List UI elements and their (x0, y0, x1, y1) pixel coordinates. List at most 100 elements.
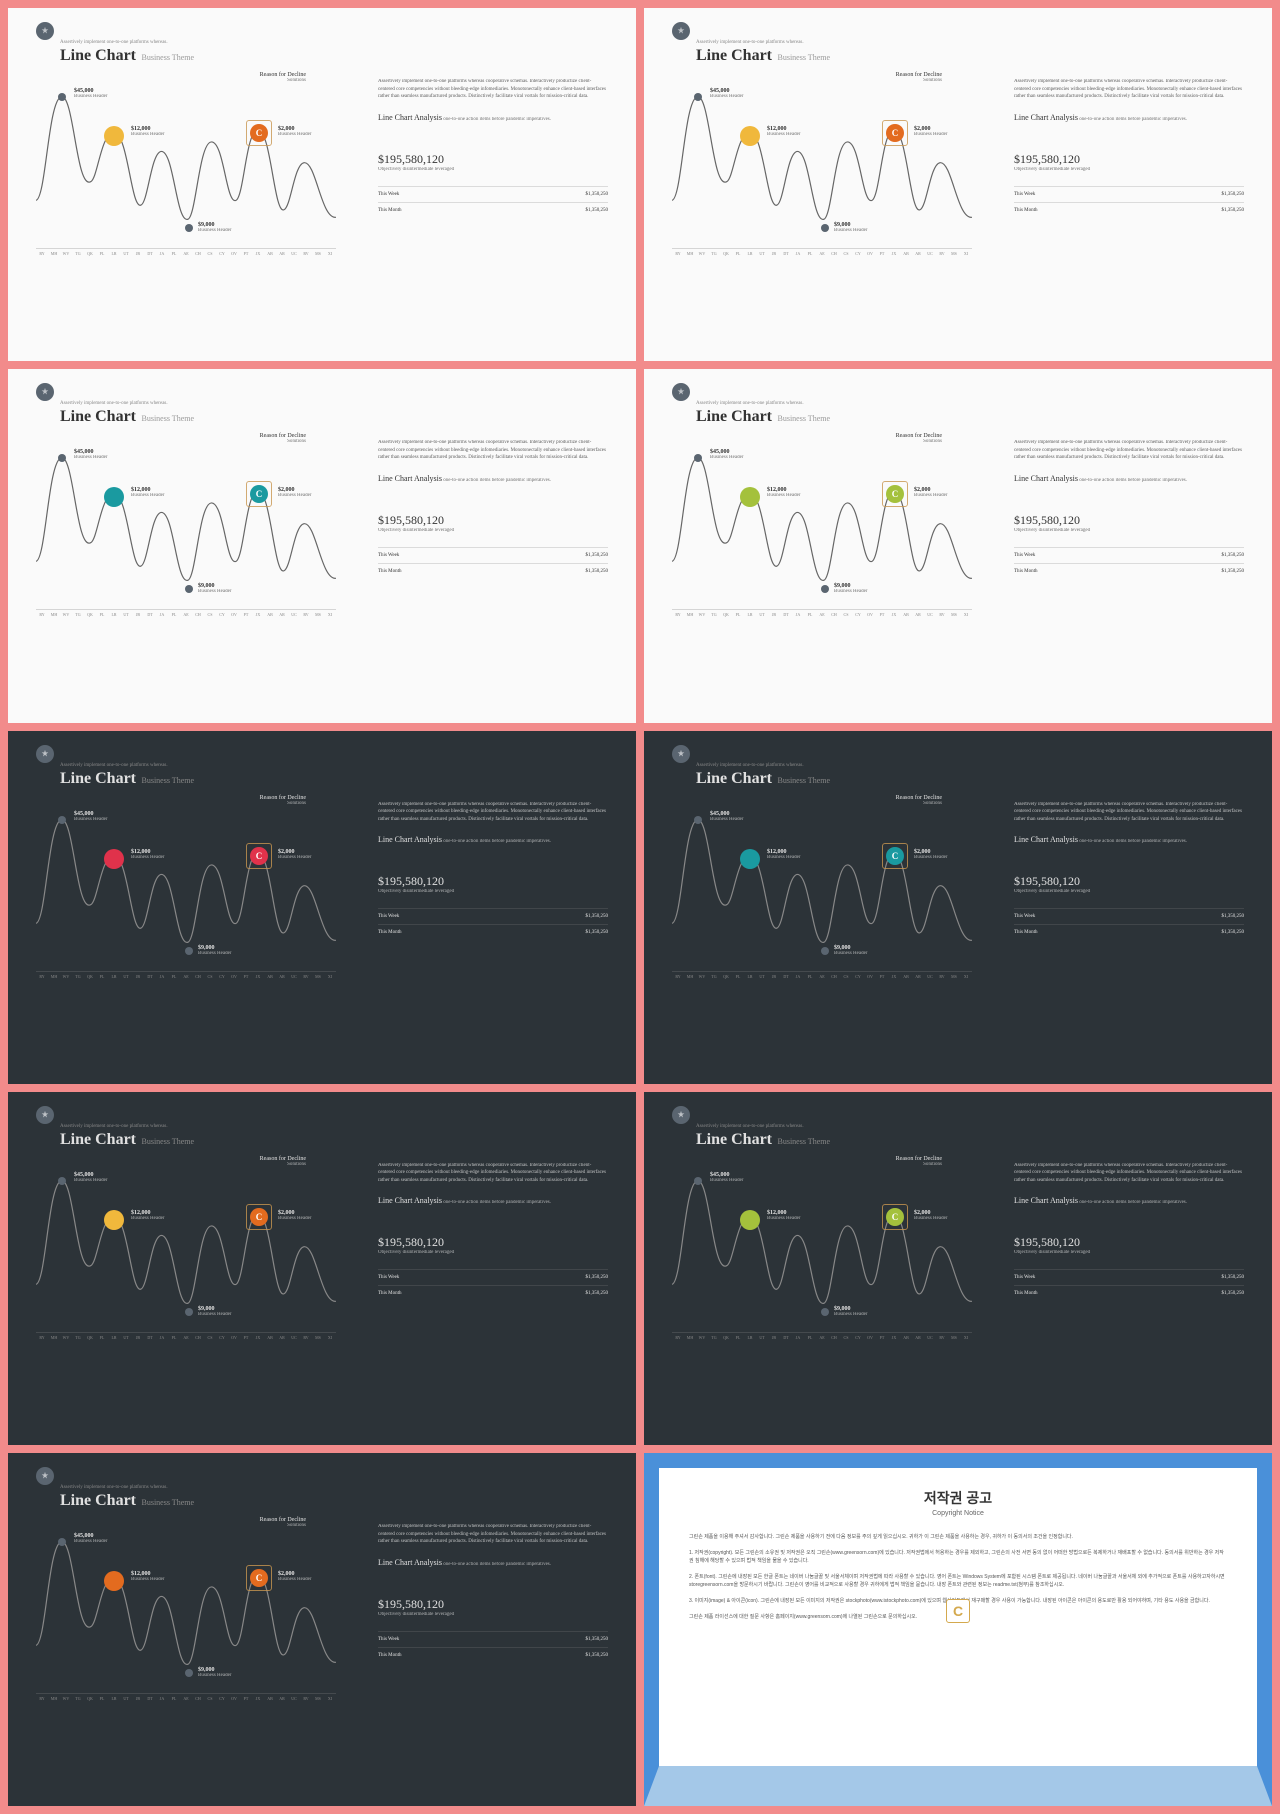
pretitle: Assertively implement one-to-one platfor… (60, 401, 608, 406)
chart-node (58, 93, 66, 101)
callout-4: $2,000Business Header (278, 849, 311, 860)
logo-icon (672, 745, 690, 763)
big-sub: Objectively disintermediate leveraged (1014, 889, 1244, 894)
description: Assertively implement one-to-one platfor… (1014, 78, 1244, 101)
slide: Assertively implement one-to-one platfor… (8, 1453, 636, 1806)
chart-node (821, 1308, 829, 1316)
big-value: $195,580,120 (378, 874, 608, 889)
chart-marker-1 (740, 849, 760, 869)
description: Assertively implement one-to-one platfor… (378, 439, 608, 462)
description: Assertively implement one-to-one platfor… (1014, 1162, 1244, 1185)
chart-marker-2: C (246, 120, 272, 146)
description: Assertively implement one-to-one platfor… (378, 1162, 608, 1185)
slide-subtitle: Business Theme (142, 53, 195, 62)
x-axis: RYMHWVTGQKPLLRUTJBDTJAPLAECHCSCYOVPTJXAB… (672, 971, 972, 979)
slide: Assertively implement one-to-one platfor… (644, 369, 1272, 722)
stat-row: This Week$1,350,250 (378, 1631, 608, 1647)
analysis-sub: one-to-one action items before pandemic … (1079, 1200, 1187, 1205)
slide-header: Assertively implement one-to-one platfor… (36, 1467, 608, 1510)
reason-heading: Reason for Decline Solutions (260, 72, 306, 83)
analysis-title: Line Chart Analysis (378, 835, 442, 844)
chart-node (694, 93, 702, 101)
x-axis: RYMHWVTGQKPLLRUTJBDTJAPLAECHCSCYOVPTJXAB… (672, 609, 972, 617)
line-chart: RYMHWVTGQKPLLRUTJBDTJAPLAECHCSCYOVPTJXAB… (672, 1162, 972, 1362)
analysis-sub: one-to-one action items before pandemic … (1079, 117, 1187, 122)
callout-1: $45,000Business Header (710, 449, 743, 460)
reason-heading: Reason for Decline Solutions (260, 433, 306, 444)
side-panel: Assertively implement one-to-one platfor… (378, 1162, 608, 1302)
stat-row: This Month$1,350,250 (378, 1285, 608, 1301)
side-panel: Assertively implement one-to-one platfor… (378, 78, 608, 218)
reason-heading: Reason for Decline Solutions (896, 72, 942, 83)
notice-paragraph: 2. 폰트(font). 그린손에 내장된 모든 한글 폰트는 네이버 나눔글꼴… (689, 1573, 1227, 1589)
line-chart: RYMHWVTGQKPLLRUTJBDTJAPLAECHCSCYOVPTJXAB… (36, 78, 336, 278)
logo-icon (672, 1106, 690, 1124)
stat-row: This Week$1,350,250 (378, 547, 608, 563)
chart-node (58, 1538, 66, 1546)
chart-node (694, 1177, 702, 1185)
callout-1: $45,000Business Header (710, 1172, 743, 1183)
copyright-notice-slide: 저작권 공고 Copyright Notice 그린손 제품을 이용해 주셔서 … (644, 1453, 1272, 1806)
notice-paragraph: 그린손 제품을 이용해 주셔서 감사합니다. 그린손 제품을 사용하기 전에 다… (689, 1533, 1227, 1541)
analysis-sub: one-to-one action items before pandemic … (1079, 839, 1187, 844)
chart-node (58, 816, 66, 824)
callout-1: $45,000Business Header (710, 88, 743, 99)
analysis-title: Line Chart Analysis (378, 1196, 442, 1205)
x-axis: RYMHWVTGQKPLLRUTJBDTJAPLAECHCSCYOVPTJXAB… (672, 248, 972, 256)
x-axis: RYMHWVTGQKPLLRUTJBDTJAPLAECHCSCYOVPTJXAB… (36, 248, 336, 256)
slide-title: Line Chart (60, 408, 136, 425)
stat-row: This Week$1,350,250 (1014, 1269, 1244, 1285)
stat-row: This Month$1,350,250 (1014, 202, 1244, 218)
callout-4: $2,000Business Header (278, 126, 311, 137)
reason-heading: Reason for Decline Solutions (260, 795, 306, 806)
analysis-sub: one-to-one action items before pandemic … (1079, 478, 1187, 483)
slide-title: Line Chart (696, 408, 772, 425)
description: Assertively implement one-to-one platfor… (378, 78, 608, 101)
big-sub: Objectively disintermediate leveraged (378, 1250, 608, 1255)
pretitle: Assertively implement one-to-one platfor… (696, 763, 1244, 768)
analysis-sub: one-to-one action items before pandemic … (443, 117, 551, 122)
stat-row: This Month$1,350,250 (378, 924, 608, 940)
callout-3: $9,000Business Header (198, 1667, 231, 1678)
slide-title: Line Chart (60, 47, 136, 64)
big-sub: Objectively disintermediate leveraged (1014, 528, 1244, 533)
logo-icon (672, 22, 690, 40)
description: Assertively implement one-to-one platfor… (1014, 801, 1244, 824)
callout-1: $45,000Business Header (74, 1533, 107, 1544)
line-chart: RYMHWVTGQKPLLRUTJBDTJAPLAECHCSCYOVPTJXAB… (672, 801, 972, 1001)
analysis-sub: one-to-one action items before pandemic … (443, 839, 551, 844)
slide-header: Assertively implement one-to-one platfor… (36, 745, 608, 788)
analysis-title: Line Chart Analysis (1014, 113, 1078, 122)
chart-node (185, 947, 193, 955)
side-panel: Assertively implement one-to-one platfor… (378, 801, 608, 941)
logo-icon (36, 383, 54, 401)
slide: Assertively implement one-to-one platfor… (8, 8, 636, 361)
big-sub: Objectively disintermediate leveraged (1014, 167, 1244, 172)
description: Assertively implement one-to-one platfor… (1014, 439, 1244, 462)
callout-4: $2,000Business Header (914, 487, 947, 498)
copyright-badge-icon: C (946, 1599, 970, 1623)
line-chart: RYMHWVTGQKPLLRUTJBDTJAPLAECHCSCYOVPTJXAB… (36, 801, 336, 1001)
chart-marker-2: C (882, 843, 908, 869)
big-value: $195,580,120 (1014, 152, 1244, 167)
callout-2: $12,000Business Header (767, 849, 800, 860)
stat-row: This Month$1,350,250 (1014, 563, 1244, 579)
chart-marker-2: C (882, 481, 908, 507)
stat-row: This Week$1,350,250 (378, 186, 608, 202)
slide-subtitle: Business Theme (778, 776, 831, 785)
big-sub: Objectively disintermediate leveraged (378, 528, 608, 533)
pretitle: Assertively implement one-to-one platfor… (696, 401, 1244, 406)
slide-header: Assertively implement one-to-one platfor… (672, 1106, 1244, 1149)
side-panel: Assertively implement one-to-one platfor… (1014, 1162, 1244, 1302)
line-chart: RYMHWVTGQKPLLRUTJBDTJAPLAECHCSCYOVPTJXAB… (672, 439, 972, 639)
pretitle: Assertively implement one-to-one platfor… (696, 1124, 1244, 1129)
reason-heading: Reason for Decline Solutions (896, 795, 942, 806)
callout-3: $9,000Business Header (198, 1306, 231, 1317)
line-chart: RYMHWVTGQKPLLRUTJBDTJAPLAECHCSCYOVPTJXAB… (36, 1162, 336, 1362)
chart-marker-2: C (882, 1204, 908, 1230)
analysis-title: Line Chart Analysis (1014, 474, 1078, 483)
logo-icon (36, 22, 54, 40)
stat-row: This Month$1,350,250 (1014, 924, 1244, 940)
chart-node (821, 947, 829, 955)
callout-1: $45,000Business Header (74, 88, 107, 99)
